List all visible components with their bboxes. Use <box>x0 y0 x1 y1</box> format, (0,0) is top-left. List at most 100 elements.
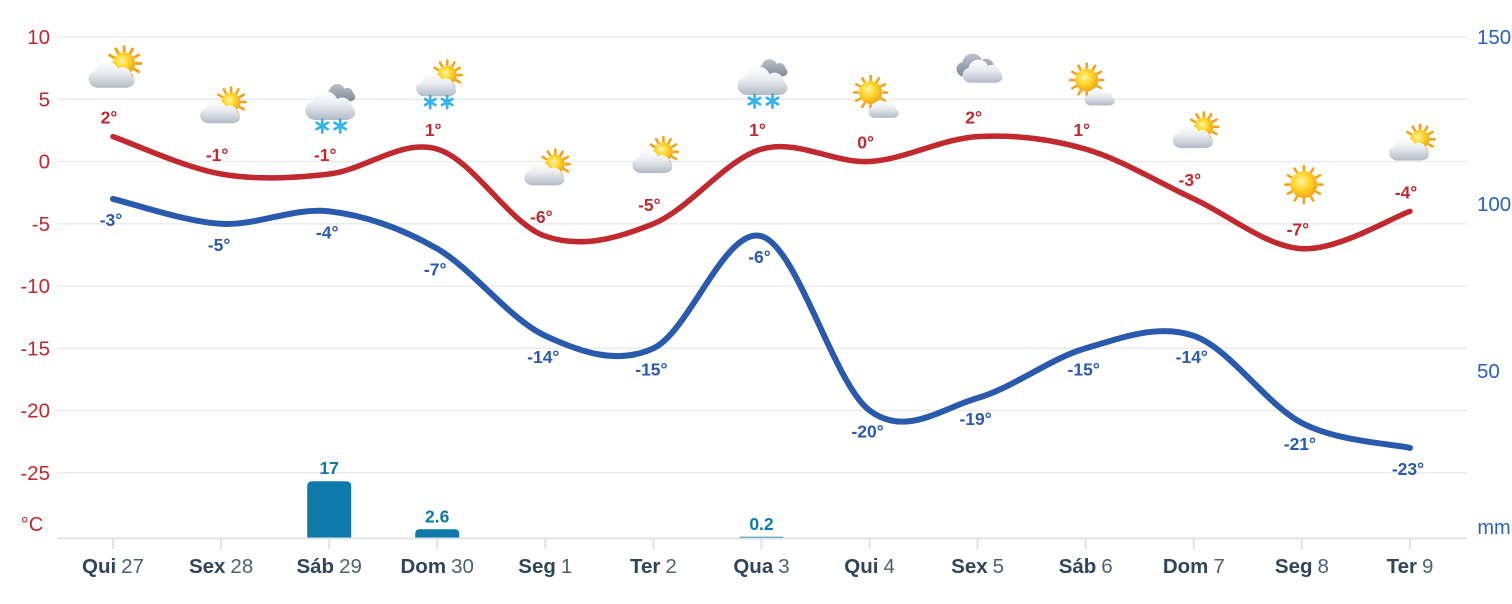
left-axis-tick: 10 <box>27 26 50 49</box>
day-label: Sex 5 <box>951 555 1004 578</box>
max-temp-label: -3° <box>1179 170 1202 190</box>
left-axis-tick: 0 <box>39 151 50 174</box>
sun-disc <box>1290 171 1318 199</box>
weather-icon-snow <box>305 84 356 134</box>
max-temp-label: -1° <box>206 145 229 165</box>
day-label: Sáb 6 <box>1059 555 1113 578</box>
min-temp-line <box>110 195 1413 451</box>
cloud-shape <box>416 73 457 97</box>
precip-value-label: 17 <box>319 458 338 478</box>
max-temp-label: 0° <box>857 133 874 153</box>
weather-icon-sunny <box>1284 164 1324 205</box>
sun-rays <box>1284 164 1324 205</box>
left-axis-ticks: 10 5 0 -5 -10 -15 -20 -25 <box>20 26 50 485</box>
weather-icon-sun-cloud <box>852 74 899 118</box>
weather-icon-partly-cloudy <box>632 136 680 173</box>
cloud-shape <box>1084 88 1115 106</box>
day-label: Seg 1 <box>518 555 572 578</box>
weather-icons <box>88 45 1436 205</box>
min-temp-label: -20° <box>851 422 883 442</box>
min-temp-label: -5° <box>208 235 231 255</box>
max-temp-label: -7° <box>1287 220 1310 240</box>
left-axis-tick: -25 <box>20 462 50 485</box>
min-temp-label: -15° <box>1068 359 1100 379</box>
max-temp-label: 1° <box>749 120 766 140</box>
precip-bar <box>415 529 460 538</box>
weather-icon-cloudy <box>956 53 1003 83</box>
max-temp-label: 1° <box>1073 120 1090 140</box>
precip-value-label: 0.2 <box>749 514 774 534</box>
min-temp-label: -4° <box>316 222 339 242</box>
max-temp-label: -1° <box>314 145 337 165</box>
x-axis: Qui 27 Sex 28 Sáb 29 Dom 30 Seg 1 Ter 2 Qua 3 Qui 4 Sex 5… <box>57 537 1467 578</box>
min-temp-label: -21° <box>1284 434 1316 454</box>
day-label: Ter 2 <box>630 555 677 578</box>
sun-disc <box>1075 68 1099 92</box>
sun-rays <box>1068 62 1105 98</box>
day-label: Dom 7 <box>1163 555 1225 578</box>
max-temp-label: 1° <box>425 120 442 140</box>
min-temp-label: -14° <box>527 347 559 367</box>
weather-icon-sun-snow <box>416 59 464 110</box>
precipitation-labels: 17 2.6 0.2 <box>319 458 773 534</box>
right-axis-ticks: 150 100 50 <box>1477 26 1511 383</box>
cloud-shape <box>868 100 899 118</box>
left-axis-tick: -5 <box>32 213 50 236</box>
sun-disc <box>859 81 883 104</box>
left-axis-tick: -10 <box>20 275 50 298</box>
cloud-shape <box>632 149 673 173</box>
right-axis-tick: 50 <box>1477 360 1500 383</box>
day-label: Qui 27 <box>82 555 144 578</box>
right-axis-unit: mm <box>1477 517 1511 539</box>
min-temp-label: -14° <box>1176 347 1208 367</box>
max-temp-label: 2° <box>965 108 982 128</box>
precipitation-bars <box>307 481 784 538</box>
cloud-shape <box>305 91 356 120</box>
cloud-shape <box>200 100 241 124</box>
max-temp-labels: 2° -1° -1° 1° -6° -5° 1° 0° 2° 1° -3° -7° -4° <box>101 108 1418 240</box>
left-axis-unit: °C <box>20 514 44 536</box>
right-axis-tick: 150 <box>1477 26 1511 49</box>
weather-icon-partly-cloudy <box>524 148 572 186</box>
weather-icon-partly-cloudy <box>88 45 143 88</box>
left-axis-tick: -20 <box>20 400 50 423</box>
max-temp-label: 2° <box>101 108 118 128</box>
cloud-shape <box>88 61 135 88</box>
cloud-shape <box>1172 124 1213 149</box>
weather-icon-partly-cloudy <box>1172 111 1220 149</box>
max-temp-label: -4° <box>1395 182 1418 202</box>
day-label: Dom 30 <box>401 555 474 578</box>
weather-icon-snow <box>737 59 788 109</box>
left-axis-tick: -15 <box>20 337 50 360</box>
precip-value-label: 2.6 <box>425 506 450 526</box>
min-temp-label: -15° <box>635 359 667 379</box>
precip-bar <box>307 481 352 538</box>
day-label: Sáb 29 <box>296 555 361 578</box>
left-axis-tick: 5 <box>39 88 50 111</box>
min-temp-labels: -3° -5° -4° -7° -14° -15° -6° -20° -19° -15° -14° -… <box>100 210 1424 479</box>
snowflake-icon <box>315 118 330 134</box>
min-temp-label: -3° <box>100 210 123 230</box>
cloud-shape <box>962 59 1003 83</box>
day-label: Seg 8 <box>1275 555 1329 578</box>
weather-icon-partly-cloudy <box>200 86 247 124</box>
weather-icon-sun-cloud <box>1068 62 1115 106</box>
snowflake-icon <box>747 93 762 109</box>
gridlines <box>57 36 1467 474</box>
min-temp-label: -19° <box>959 409 991 429</box>
max-temp-label: -6° <box>530 207 553 227</box>
min-temp-label: -7° <box>424 260 447 280</box>
cloud-shape <box>1389 137 1429 161</box>
day-label: Qui 4 <box>844 555 895 578</box>
snowflake-icon <box>333 118 348 134</box>
max-temp-line <box>110 133 1413 252</box>
right-axis-tick: 100 <box>1477 193 1511 216</box>
snowflake-icon <box>423 94 437 110</box>
cloud-shape <box>737 66 788 96</box>
snowflake-icon <box>765 93 780 109</box>
day-label: Sex 28 <box>189 555 253 578</box>
min-temp-label: -23° <box>1392 459 1424 479</box>
snowflake-icon <box>440 94 454 110</box>
